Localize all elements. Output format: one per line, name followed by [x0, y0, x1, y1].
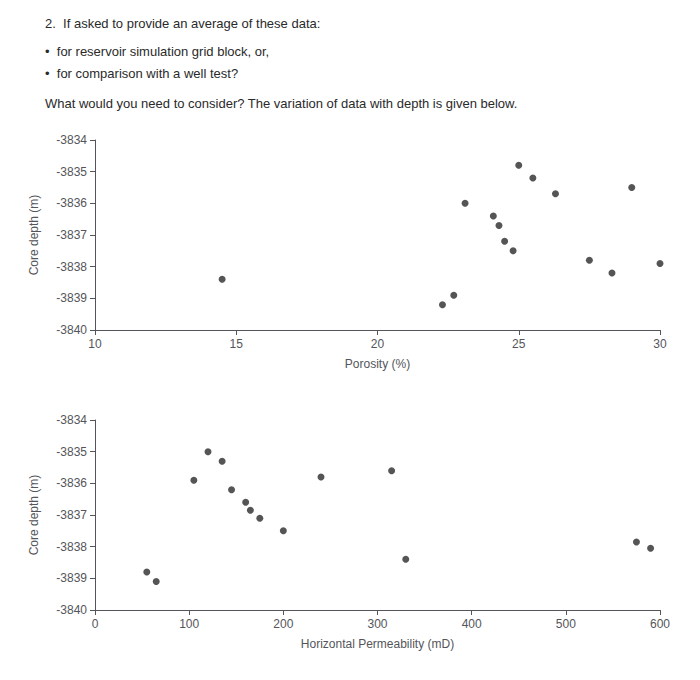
- svg-text:15: 15: [230, 337, 244, 351]
- svg-text:What would you need to conside: What would you need to consider? The var…: [45, 96, 517, 111]
- svg-text:-3839: -3839: [56, 571, 87, 585]
- svg-text:-3840: -3840: [56, 603, 87, 617]
- svg-text:300: 300: [367, 617, 387, 631]
- svg-text:-3835: -3835: [56, 445, 87, 459]
- svg-text:-3837: -3837: [56, 228, 87, 242]
- svg-text:-3839: -3839: [56, 291, 87, 305]
- svg-text:10: 10: [88, 337, 102, 351]
- svg-text:30: 30: [653, 337, 667, 351]
- svg-text:25: 25: [512, 337, 526, 351]
- svg-text:2. If asked to provide an ave: 2. If asked to provide an average of the…: [45, 16, 320, 31]
- svg-text:-3834: -3834: [56, 413, 87, 427]
- svg-text:-3838: -3838: [56, 540, 87, 554]
- svg-text:100: 100: [179, 617, 199, 631]
- svg-text:Core depth (m): Core depth (m): [27, 475, 41, 556]
- svg-text:600: 600: [650, 617, 670, 631]
- svg-text:• for reservoir simulation gr: • for reservoir simulation grid block, o…: [45, 44, 269, 59]
- svg-text:200: 200: [273, 617, 293, 631]
- svg-text:Core depth (m): Core depth (m): [27, 195, 41, 276]
- svg-text:-3838: -3838: [56, 260, 87, 274]
- svg-text:• for comparison with a well: • for comparison with a well test?: [45, 66, 238, 81]
- svg-text:-3836: -3836: [56, 476, 87, 490]
- svg-text:-3840: -3840: [56, 323, 87, 337]
- svg-text:20: 20: [371, 337, 385, 351]
- svg-text:0: 0: [92, 617, 99, 631]
- svg-text:-3836: -3836: [56, 196, 87, 210]
- svg-text:400: 400: [462, 617, 482, 631]
- svg-text:-3837: -3837: [56, 508, 87, 522]
- svg-text:-3834: -3834: [56, 133, 87, 147]
- svg-text:500: 500: [556, 617, 576, 631]
- svg-text:-3835: -3835: [56, 165, 87, 179]
- svg-text:Porosity (%): Porosity (%): [345, 357, 410, 371]
- svg-text:Horizontal Permeability (mD): Horizontal Permeability (mD): [301, 637, 454, 651]
